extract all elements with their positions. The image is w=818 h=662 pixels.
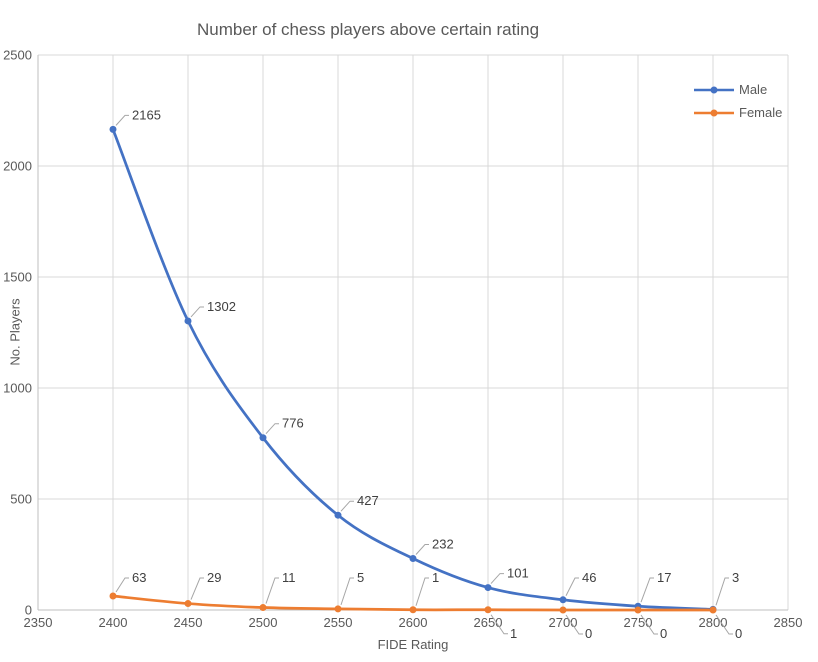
label-leader-line — [190, 306, 204, 318]
male-data-label: 2165 — [132, 107, 161, 122]
male-data-label: 46 — [582, 570, 596, 585]
x-tick-label: 2700 — [549, 615, 578, 630]
male-data-label: 17 — [657, 570, 671, 585]
female-marker — [709, 606, 717, 614]
female-data-label: 0 — [735, 626, 742, 641]
y-tick-label: 2500 — [3, 48, 32, 63]
male-marker — [559, 596, 567, 604]
male-data-label: 101 — [507, 566, 529, 581]
female-marker — [334, 605, 342, 613]
female-marker — [484, 606, 492, 614]
x-tick-label: 2650 — [474, 615, 503, 630]
legend-marker-icon — [694, 86, 734, 93]
label-leader-line — [715, 614, 733, 635]
female-marker — [634, 606, 642, 614]
legend-item-male: Male — [694, 78, 782, 101]
female-marker — [259, 604, 267, 612]
male-data-label: 232 — [432, 536, 454, 551]
y-tick-label: 1500 — [3, 270, 32, 285]
label-leader-line — [565, 614, 583, 635]
legend: Male Female — [694, 78, 782, 124]
chart-title: Number of chess players above certain ra… — [196, 20, 540, 39]
label-leader-line — [565, 577, 579, 597]
x-tick-label: 2750 — [624, 615, 653, 630]
y-tick-label: 0 — [25, 603, 32, 618]
label-leader-line — [715, 577, 729, 606]
label-leader-line — [490, 573, 504, 584]
female-marker — [109, 592, 117, 600]
female-data-label: 1 — [510, 626, 517, 641]
label-leader-line — [415, 577, 429, 606]
x-tick-label: 2600 — [399, 615, 428, 630]
female-data-label: 0 — [585, 626, 592, 641]
male-data-label: 1302 — [207, 299, 236, 314]
x-tick-label: 2450 — [174, 615, 203, 630]
female-data-label: 11 — [282, 570, 296, 585]
label-leader-line — [490, 614, 508, 635]
label-leader-line — [265, 423, 279, 435]
label-leader-line — [115, 577, 129, 593]
label-leader-line — [640, 614, 658, 635]
y-tick-label: 500 — [10, 492, 32, 507]
male-data-label: 3 — [732, 570, 739, 585]
male-data-label: 427 — [357, 493, 379, 508]
male-marker — [409, 554, 417, 562]
x-tick-label: 2550 — [324, 615, 353, 630]
x-tick-label: 2850 — [774, 615, 803, 630]
x-axis-title: FIDE Rating — [377, 637, 449, 652]
female-data-label: 5 — [357, 570, 364, 585]
label-leader-line — [640, 577, 654, 603]
x-tick-label: 2500 — [249, 615, 278, 630]
legend-item-female: Female — [694, 101, 782, 124]
male-marker — [109, 125, 117, 133]
y-axis-title: No. Players — [7, 298, 23, 366]
female-data-label: 29 — [207, 570, 221, 585]
legend-marker-icon — [694, 109, 734, 116]
x-tick-label: 2350 — [24, 615, 53, 630]
x-tick-label: 2400 — [99, 615, 128, 630]
female-data-label: 1 — [432, 570, 439, 585]
female-marker — [559, 606, 567, 614]
male-marker — [334, 511, 342, 519]
label-leader-line — [415, 543, 429, 555]
label-leader-line — [340, 577, 354, 606]
male-data-label: 776 — [282, 416, 304, 431]
male-marker — [484, 584, 492, 592]
legend-label: Female — [739, 105, 783, 120]
female-data-label: 63 — [132, 570, 146, 585]
label-leader-line — [115, 114, 129, 126]
female-data-label: 0 — [660, 626, 667, 641]
male-marker — [184, 317, 192, 325]
male-marker — [259, 434, 267, 442]
y-tick-label: 1000 — [3, 381, 32, 396]
label-leader-line — [190, 577, 204, 600]
x-tick-label: 2800 — [699, 615, 728, 630]
y-tick-label: 2000 — [3, 159, 32, 174]
label-leader-line — [340, 500, 354, 512]
female-marker — [184, 600, 192, 608]
female-marker — [409, 606, 417, 614]
label-leader-line — [265, 577, 279, 604]
legend-label: Male — [739, 82, 768, 97]
